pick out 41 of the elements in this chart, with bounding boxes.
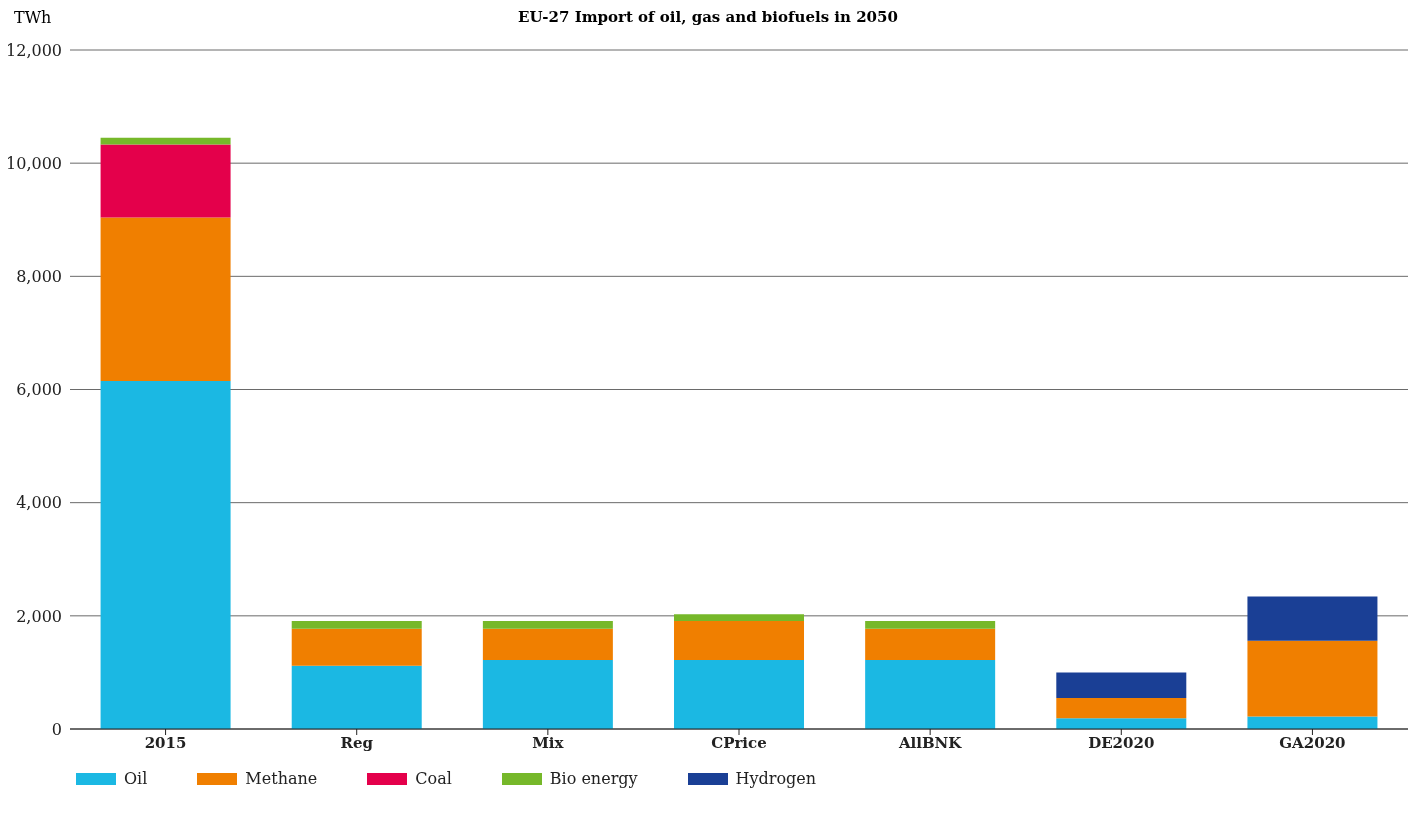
x-tick-label: CPrice — [711, 733, 767, 752]
bar — [1247, 640, 1378, 717]
bar — [291, 665, 422, 729]
bar — [100, 381, 231, 729]
bar — [865, 659, 996, 729]
bar — [1056, 718, 1187, 729]
bar — [674, 620, 805, 660]
bar — [482, 620, 613, 629]
bar — [482, 659, 613, 729]
legend-label: Oil — [123, 769, 148, 788]
x-tick-label: GA2020 — [1279, 733, 1346, 752]
bar — [100, 217, 231, 382]
bar — [1056, 672, 1187, 698]
bar — [674, 659, 805, 729]
chart-title: EU-27 Import of oil, gas and biofuels in 2050 — [518, 8, 898, 26]
bar — [865, 628, 996, 660]
bar — [674, 614, 805, 621]
y-tick-label: 12,000 — [6, 40, 62, 60]
bar — [291, 620, 422, 629]
y-tick-label: 4,000 — [16, 493, 62, 513]
legend-label: Hydrogen — [734, 769, 817, 788]
bar — [291, 628, 422, 666]
bar — [1247, 596, 1378, 641]
y-tick-label: 2,000 — [16, 606, 62, 626]
legend-label: Methane — [244, 769, 318, 788]
bar — [100, 144, 231, 218]
bar — [482, 628, 613, 660]
bar — [865, 620, 996, 629]
x-tick-label: Reg — [340, 733, 374, 752]
x-tick-label: Mix — [532, 733, 565, 752]
x-tick-label: 2015 — [144, 733, 187, 752]
y-tick-label: 10,000 — [6, 153, 62, 173]
y-axis-title: TWh — [14, 8, 52, 27]
legend-label: Coal — [414, 769, 452, 788]
x-tick-label: AllBNK — [897, 733, 963, 752]
bar — [1056, 697, 1187, 719]
y-tick-label: 8,000 — [16, 267, 62, 287]
y-tick-label: 0 — [51, 719, 62, 739]
legend-label: Bio energy — [548, 769, 638, 788]
y-tick-label: 6,000 — [16, 380, 62, 400]
x-tick-label: DE2020 — [1088, 733, 1155, 752]
